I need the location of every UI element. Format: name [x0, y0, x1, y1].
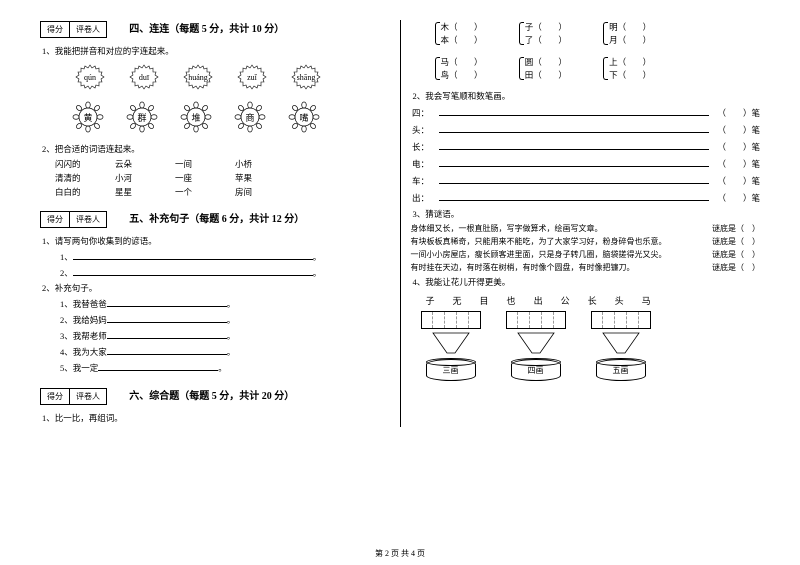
sec5-q2: 2、补充句子。 — [42, 282, 390, 294]
fill: 1、。 — [60, 250, 390, 263]
pinyin-row: qún duī huáng zuǐ shāng — [40, 63, 390, 91]
sort-chars: 子无目也出公长头马 — [411, 294, 761, 307]
brace-row2: 马（ ）鸟（ ） 圆（ ）田（ ） 上（ ）下（ ） — [411, 55, 761, 82]
burst: duī — [119, 63, 169, 91]
stroke-row: 电：（ ）笔 — [411, 157, 761, 170]
match-row: 清清的小河一座苹果 — [40, 172, 390, 184]
sec4-q1: 1、我能把拼音和对应的字连起来。 — [42, 45, 390, 57]
sec6-q3: 3、猜谜语。 — [413, 208, 761, 220]
burst: qún — [65, 63, 115, 91]
fill: 1、我替爸爸。 — [60, 297, 390, 310]
stroke-row: 出：（ ）笔 — [411, 191, 761, 204]
sec4-q2: 2、把合适的词语连起来。 — [42, 143, 390, 155]
stroke-row: 头：（ ）笔 — [411, 123, 761, 136]
match-row: 白白的星星一个房间 — [40, 186, 390, 198]
riddle: 一间小小房屋店，瘦长顾客进里面，只是身子转几圈，脑袋搓得光又尖。谜底是（ ） — [411, 249, 761, 260]
flower: 群 — [124, 99, 160, 135]
burst: zuǐ — [227, 63, 277, 91]
fill: 2、。 — [60, 266, 390, 279]
riddle: 有块板板真稀奇，只能用来不能吃，为了大家学习好，粉身碎骨也乐意。谜底是（ ） — [411, 236, 761, 247]
riddle: 有时挂在天边，有时落在树梢，有时像个圆盘，有时像把镰刀。谜底是（ ） — [411, 262, 761, 273]
riddle: 身体细又长，一根直肚肠，写字做算术，绘画写文章。谜底是（ ） — [411, 223, 761, 234]
fill: 5、我一定。 — [60, 361, 390, 374]
page-footer: 第 2 页 共 4 页 — [0, 548, 800, 559]
sec4-title: 四、连连（每题 5 分，共计 10 分） — [129, 20, 284, 35]
flower: 黄 — [70, 99, 106, 135]
fill: 4、我为大家。 — [60, 345, 390, 358]
burst: shāng — [281, 63, 331, 91]
char-row: 黄 群 堆 商 嘴 — [40, 99, 390, 135]
sec6-q1: 1、比一比，再组词。 — [42, 412, 390, 424]
sort-bins: 三画 四画 五画 — [411, 311, 761, 381]
sec5-title: 五、补充句子（每题 6 分，共计 12 分） — [129, 210, 304, 225]
stroke-row: 长：（ ）笔 — [411, 140, 761, 153]
flower: 堆 — [178, 99, 214, 135]
grader-label: 评卷人 — [70, 22, 106, 37]
stroke-row: 四：（ ）笔 — [411, 106, 761, 119]
stroke-row: 车：（ ）笔 — [411, 174, 761, 187]
sec5-q1: 1、请写两句你收集到的谚语。 — [42, 235, 390, 247]
flower: 商 — [232, 99, 268, 135]
sec6-q2: 2、我会写笔顺和数笔画。 — [413, 90, 761, 102]
fill: 2、我给妈妈。 — [60, 313, 390, 326]
brace-row1: 木（ ）本（ ） 子（ ）了（ ） 明（ ）月（ ） — [411, 20, 761, 47]
flower: 嘴 — [286, 99, 322, 135]
burst: huáng — [173, 63, 223, 91]
sec6-q4: 4、我能让花儿开得更美。 — [413, 276, 761, 288]
sec6-title: 六、综合题（每题 5 分，共计 20 分） — [129, 387, 294, 402]
match-row: 闪闪的云朵一间小桥 — [40, 158, 390, 170]
score-label: 得分 — [41, 22, 70, 37]
fill: 3、我帮老师。 — [60, 329, 390, 342]
